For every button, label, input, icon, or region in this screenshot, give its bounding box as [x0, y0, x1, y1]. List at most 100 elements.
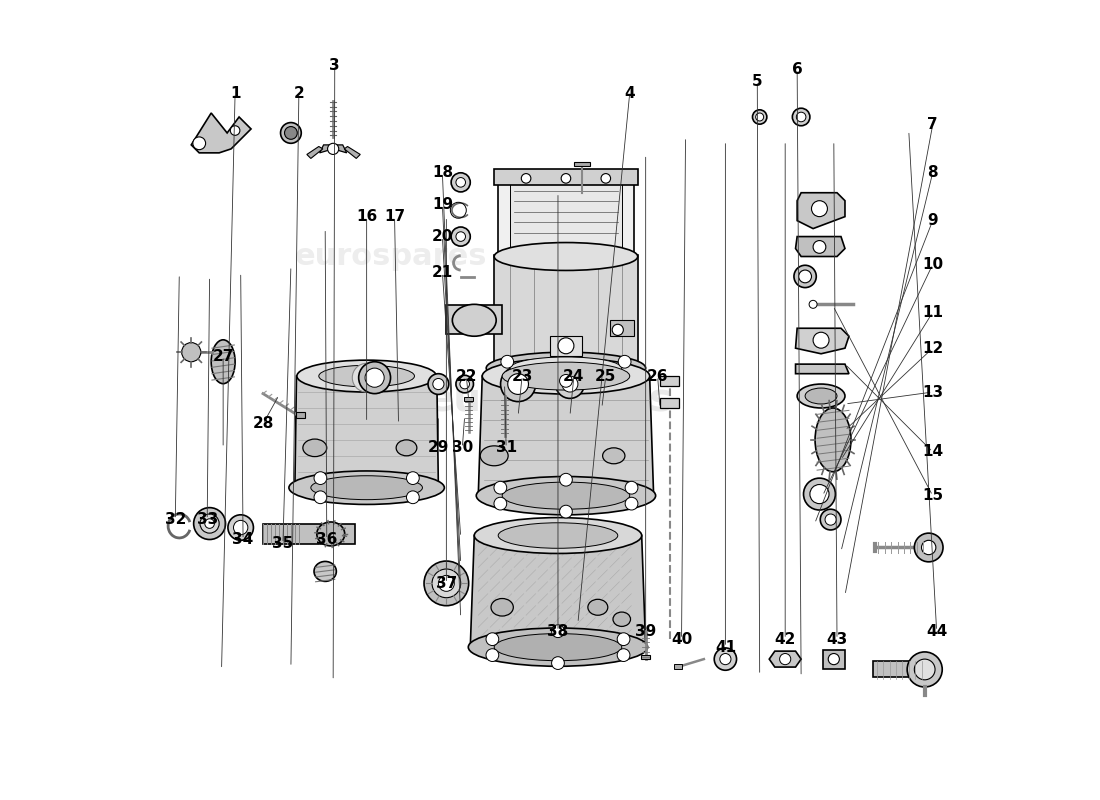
Polygon shape [795, 237, 845, 257]
Text: 11: 11 [922, 305, 943, 320]
Text: 4: 4 [625, 86, 635, 101]
Circle shape [428, 374, 449, 394]
Circle shape [228, 515, 253, 540]
Polygon shape [769, 651, 801, 667]
Circle shape [230, 126, 240, 135]
Polygon shape [478, 376, 653, 496]
Text: 29: 29 [428, 440, 449, 455]
Text: eurospares: eurospares [427, 381, 673, 419]
Text: 43: 43 [826, 632, 848, 646]
Bar [823, 650, 845, 670]
Text: 8: 8 [927, 166, 938, 180]
Circle shape [556, 370, 584, 398]
Ellipse shape [491, 598, 514, 616]
Text: 28: 28 [252, 417, 274, 431]
Ellipse shape [798, 384, 845, 408]
Circle shape [812, 201, 827, 217]
Text: 42: 42 [774, 632, 796, 646]
Bar [296, 412, 306, 418]
Circle shape [796, 112, 806, 122]
Circle shape [280, 122, 301, 143]
Circle shape [756, 113, 763, 121]
Circle shape [560, 506, 572, 518]
Ellipse shape [317, 522, 344, 546]
Circle shape [719, 654, 732, 665]
Ellipse shape [494, 634, 622, 661]
Text: 35: 35 [273, 536, 294, 551]
Text: 19: 19 [432, 197, 453, 212]
Circle shape [200, 514, 219, 533]
Circle shape [460, 379, 470, 389]
Text: 13: 13 [922, 385, 943, 399]
Text: 38: 38 [548, 624, 569, 638]
Circle shape [821, 510, 842, 530]
Ellipse shape [613, 612, 630, 626]
Text: 34: 34 [232, 532, 254, 547]
Bar [574, 162, 590, 166]
Circle shape [455, 178, 465, 187]
Circle shape [182, 342, 201, 362]
Circle shape [500, 366, 536, 402]
Circle shape [205, 518, 214, 528]
Text: 5: 5 [752, 74, 762, 89]
Circle shape [407, 491, 419, 504]
Text: 44: 44 [926, 624, 947, 638]
Circle shape [486, 633, 498, 646]
Circle shape [803, 478, 835, 510]
Ellipse shape [494, 242, 638, 270]
Circle shape [233, 520, 248, 534]
Circle shape [551, 657, 564, 670]
Bar [498, 177, 634, 257]
Circle shape [908, 652, 943, 687]
Polygon shape [191, 113, 251, 153]
Circle shape [451, 173, 471, 192]
Text: 23: 23 [512, 369, 532, 383]
Circle shape [562, 376, 578, 392]
Circle shape [601, 174, 610, 183]
Circle shape [365, 368, 384, 387]
Ellipse shape [805, 388, 837, 404]
Circle shape [799, 270, 812, 283]
Circle shape [914, 533, 943, 562]
Bar [550, 336, 582, 356]
Circle shape [813, 332, 829, 348]
Polygon shape [307, 146, 322, 158]
Ellipse shape [452, 304, 496, 336]
Polygon shape [344, 146, 361, 158]
Bar [660, 398, 679, 408]
Text: 7: 7 [927, 118, 938, 133]
Text: 37: 37 [436, 576, 456, 591]
Circle shape [922, 540, 936, 554]
Ellipse shape [469, 628, 648, 666]
Text: 15: 15 [922, 488, 943, 503]
Text: eurospares: eurospares [295, 242, 487, 271]
Circle shape [432, 569, 461, 598]
Circle shape [352, 363, 381, 392]
Text: 21: 21 [431, 265, 453, 280]
Circle shape [780, 654, 791, 665]
Circle shape [455, 375, 473, 393]
Bar [464, 397, 473, 401]
Circle shape [439, 575, 454, 591]
Circle shape [192, 137, 206, 150]
Polygon shape [320, 145, 346, 153]
Circle shape [794, 266, 816, 287]
Circle shape [617, 649, 630, 662]
Circle shape [285, 126, 297, 139]
Text: 6: 6 [792, 62, 803, 77]
Circle shape [617, 633, 630, 646]
Text: 9: 9 [927, 213, 938, 228]
Text: 20: 20 [431, 229, 453, 244]
Bar [494, 169, 638, 185]
Text: 40: 40 [671, 632, 692, 646]
Text: 1: 1 [230, 86, 240, 101]
Text: 2: 2 [294, 86, 305, 101]
Circle shape [618, 355, 631, 368]
Text: 22: 22 [455, 369, 477, 383]
Text: 36: 36 [316, 532, 338, 547]
Ellipse shape [587, 599, 608, 615]
Circle shape [792, 108, 810, 126]
Circle shape [625, 498, 638, 510]
Ellipse shape [211, 340, 235, 384]
Ellipse shape [481, 446, 508, 466]
